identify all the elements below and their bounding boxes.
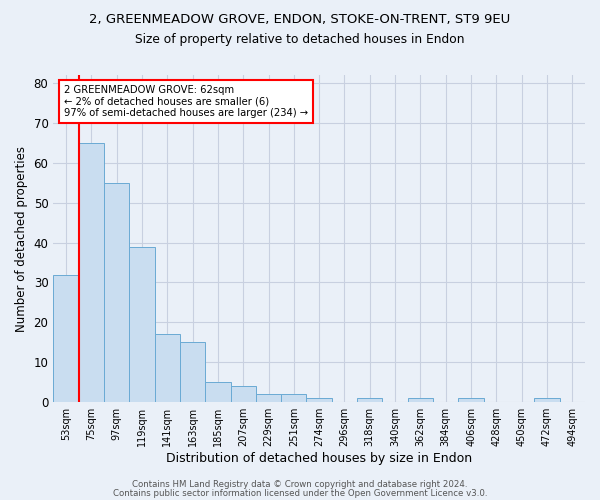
Y-axis label: Number of detached properties: Number of detached properties [15, 146, 28, 332]
Bar [535, 398, 560, 402]
Text: 2 GREENMEADOW GROVE: 62sqm
← 2% of detached houses are smaller (6)
97% of semi-d: 2 GREENMEADOW GROVE: 62sqm ← 2% of detac… [64, 85, 308, 118]
Bar [129, 246, 155, 402]
Text: Size of property relative to detached houses in Endon: Size of property relative to detached ho… [135, 32, 465, 46]
Bar [256, 394, 281, 402]
Bar [458, 398, 484, 402]
Bar [205, 382, 230, 402]
Bar [307, 398, 332, 402]
Text: 2, GREENMEADOW GROVE, ENDON, STOKE-ON-TRENT, ST9 9EU: 2, GREENMEADOW GROVE, ENDON, STOKE-ON-TR… [89, 12, 511, 26]
Text: Contains public sector information licensed under the Open Government Licence v3: Contains public sector information licen… [113, 489, 487, 498]
X-axis label: Distribution of detached houses by size in Endon: Distribution of detached houses by size … [166, 452, 472, 465]
Bar [180, 342, 205, 402]
Text: Contains HM Land Registry data © Crown copyright and database right 2024.: Contains HM Land Registry data © Crown c… [132, 480, 468, 489]
Bar [53, 274, 79, 402]
Bar [281, 394, 307, 402]
Bar [104, 182, 129, 402]
Bar [230, 386, 256, 402]
Bar [408, 398, 433, 402]
Bar [357, 398, 382, 402]
Bar [155, 334, 180, 402]
Bar [79, 143, 104, 402]
